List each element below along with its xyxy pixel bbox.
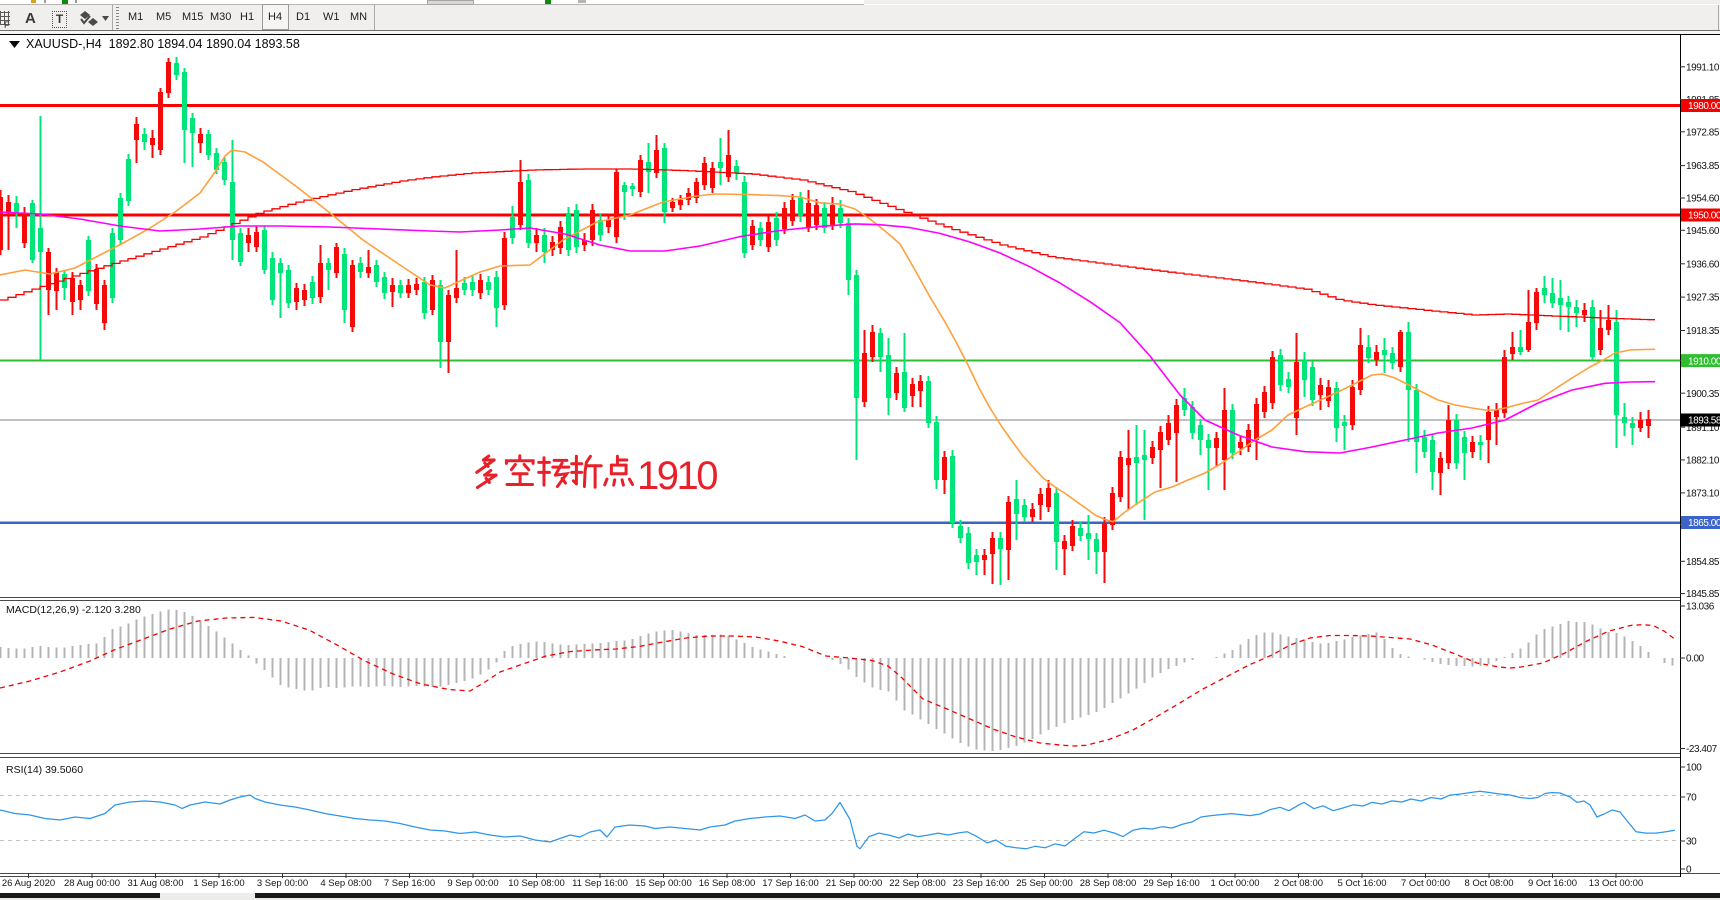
svg-text:13.036: 13.036	[1686, 602, 1715, 613]
svg-text:1991.10: 1991.10	[1686, 62, 1720, 73]
svg-text:MACD(12,26,9) -2.120 3.280: MACD(12,26,9) -2.120 3.280	[6, 604, 141, 616]
svg-text:0: 0	[1686, 865, 1692, 876]
svg-text:1 Sep 16:00: 1 Sep 16:00	[193, 878, 244, 889]
svg-text:1900.35: 1900.35	[1686, 389, 1720, 400]
svg-text:28 Sep 08:00: 28 Sep 08:00	[1080, 878, 1137, 889]
svg-text:4 Sep 08:00: 4 Sep 08:00	[320, 878, 371, 889]
svg-text:8 Oct 08:00: 8 Oct 08:00	[1464, 878, 1513, 889]
svg-text:21 Sep 00:00: 21 Sep 00:00	[826, 878, 883, 889]
svg-text:31 Aug 08:00: 31 Aug 08:00	[128, 878, 184, 889]
svg-text:30: 30	[1686, 837, 1697, 848]
svg-text:1972.85: 1972.85	[1686, 127, 1720, 138]
svg-text:9 Sep 00:00: 9 Sep 00:00	[447, 878, 498, 889]
svg-text:25 Sep 00:00: 25 Sep 00:00	[1016, 878, 1073, 889]
svg-text:28 Aug 00:00: 28 Aug 00:00	[64, 878, 120, 889]
svg-text:100: 100	[1686, 763, 1702, 774]
svg-text:13 Oct 00:00: 13 Oct 00:00	[1589, 878, 1643, 889]
svg-text:1950.00: 1950.00	[1688, 211, 1720, 222]
svg-text:1945.60: 1945.60	[1686, 226, 1720, 237]
svg-text:1 Oct 00:00: 1 Oct 00:00	[1210, 878, 1259, 889]
svg-text:-23.407: -23.407	[1686, 744, 1718, 755]
svg-text:1882.10: 1882.10	[1686, 456, 1720, 467]
svg-text:1910: 1910	[637, 454, 717, 498]
svg-text:RSI(14) 39.5060: RSI(14) 39.5060	[6, 764, 83, 776]
svg-text:16 Sep 08:00: 16 Sep 08:00	[699, 878, 756, 889]
svg-text:XAUUSD-,H4 1892.80 1894.04 18: XAUUSD-,H4 1892.80 1894.04 1890.04 1893.…	[26, 37, 300, 51]
svg-text:1936.60: 1936.60	[1686, 259, 1720, 270]
svg-text:10 Sep 08:00: 10 Sep 08:00	[508, 878, 565, 889]
svg-text:1854.85: 1854.85	[1686, 557, 1720, 568]
svg-text:7 Sep 16:00: 7 Sep 16:00	[384, 878, 435, 889]
svg-text:26 Aug 2020: 26 Aug 2020	[2, 878, 55, 889]
svg-text:15 Sep 00:00: 15 Sep 00:00	[635, 878, 692, 889]
svg-text:0.00: 0.00	[1686, 654, 1705, 665]
svg-text:1865.00: 1865.00	[1688, 518, 1720, 529]
svg-text:17 Sep 16:00: 17 Sep 16:00	[762, 878, 819, 889]
svg-text:11 Sep 16:00: 11 Sep 16:00	[572, 878, 628, 889]
svg-text:1910.00: 1910.00	[1688, 356, 1720, 367]
svg-text:3 Sep 00:00: 3 Sep 00:00	[257, 878, 308, 889]
svg-text:1893.58: 1893.58	[1688, 416, 1720, 427]
svg-text:9 Oct 16:00: 9 Oct 16:00	[1528, 878, 1577, 889]
svg-text:1918.35: 1918.35	[1686, 326, 1720, 337]
svg-text:70: 70	[1686, 793, 1697, 804]
svg-text:1873.10: 1873.10	[1686, 489, 1720, 500]
svg-text:29 Sep 16:00: 29 Sep 16:00	[1143, 878, 1200, 889]
svg-text:5 Oct 16:00: 5 Oct 16:00	[1337, 878, 1386, 889]
svg-text:7 Oct 00:00: 7 Oct 00:00	[1401, 878, 1450, 889]
svg-text:1891.10: 1891.10	[1686, 423, 1720, 434]
svg-text:22 Sep 08:00: 22 Sep 08:00	[889, 878, 946, 889]
svg-text:1927.35: 1927.35	[1686, 293, 1720, 304]
svg-text:1954.60: 1954.60	[1686, 194, 1720, 205]
svg-text:1963.85: 1963.85	[1686, 161, 1720, 172]
svg-text:1845.85: 1845.85	[1686, 589, 1720, 600]
svg-text:1980.00: 1980.00	[1688, 101, 1720, 112]
svg-text:23 Sep 16:00: 23 Sep 16:00	[953, 878, 1010, 889]
svg-text:2 Oct 08:00: 2 Oct 08:00	[1274, 878, 1323, 889]
